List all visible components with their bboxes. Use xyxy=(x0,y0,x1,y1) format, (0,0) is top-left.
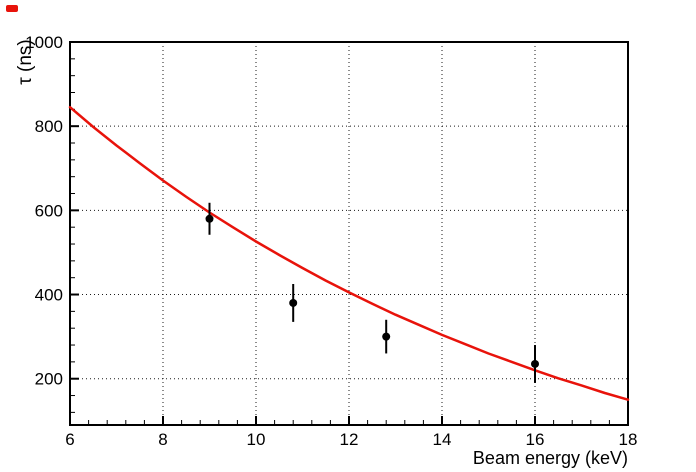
data-point xyxy=(289,298,298,307)
y-axis-title: τ (ns) xyxy=(15,39,36,85)
data-point xyxy=(382,332,391,341)
x-axis-title: Beam energy (keV) xyxy=(472,448,628,468)
x-tick-label: 12 xyxy=(340,430,359,449)
data-point xyxy=(531,359,539,368)
y-tick-label: 200 xyxy=(35,370,63,389)
corner-marker xyxy=(6,5,18,12)
plot-frame xyxy=(69,41,629,426)
y-tick-label: 400 xyxy=(35,286,63,305)
x-tick-label: 8 xyxy=(158,430,167,449)
x-tick-label: 18 xyxy=(619,430,638,449)
y-tick-label: 600 xyxy=(35,201,63,220)
y-tick-label: 800 xyxy=(35,117,63,136)
y-tick-label: 1000 xyxy=(25,33,63,52)
fit-curve xyxy=(68,105,630,401)
x-tick-label: 16 xyxy=(526,430,545,449)
x-tick-label: 10 xyxy=(247,430,266,449)
x-tick-label: 6 xyxy=(65,430,74,449)
data-point xyxy=(205,214,214,223)
x-tick-label: 14 xyxy=(433,430,452,449)
